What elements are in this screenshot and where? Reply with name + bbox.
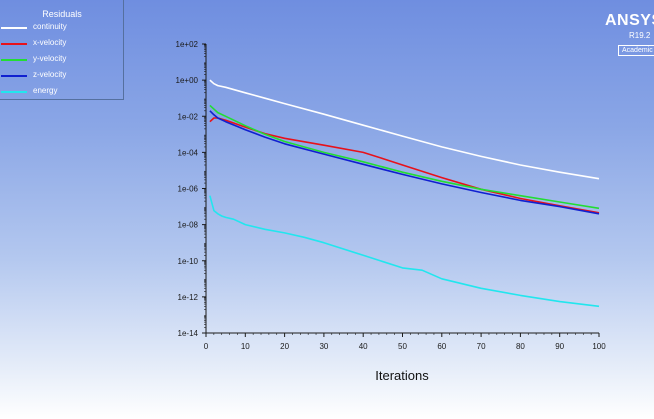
series-line-continuity bbox=[209, 79, 600, 180]
legend-label-energy: energy bbox=[33, 86, 58, 95]
y-tick-label: 1e-04 bbox=[178, 148, 199, 157]
x-tick-label: 70 bbox=[477, 342, 486, 351]
x-axis-title: Iterations bbox=[375, 368, 429, 383]
legend-item-z-velocity: z-velocity bbox=[0, 70, 124, 81]
legend-label-continuity: continuity bbox=[33, 22, 67, 31]
series-lines bbox=[209, 79, 600, 308]
legend-swatch-y-velocity bbox=[1, 59, 27, 61]
legend-item-x-velocity: x-velocity bbox=[0, 38, 124, 49]
x-tick-label: 10 bbox=[241, 342, 250, 351]
x-tick-label: 100 bbox=[592, 342, 606, 351]
y-tick-label: 1e-02 bbox=[178, 112, 199, 121]
legend: Residuals continuity x-velocity y-veloci… bbox=[0, 0, 124, 100]
series-line-y-velocity bbox=[209, 104, 600, 210]
legend-label-x-velocity: x-velocity bbox=[33, 38, 67, 47]
series-line-z-velocity bbox=[209, 110, 600, 215]
ansys-logo: ANSYS bbox=[605, 12, 654, 29]
legend-label-z-velocity: z-velocity bbox=[33, 70, 67, 79]
x-tick-label: 90 bbox=[555, 342, 564, 351]
y-tick-label: 1e-10 bbox=[178, 257, 199, 266]
x-tick-label: 20 bbox=[280, 342, 289, 351]
legend-swatch-z-velocity bbox=[1, 75, 27, 77]
x-tick-label: 40 bbox=[359, 342, 368, 351]
legend-label-y-velocity: y-velocity bbox=[33, 54, 67, 63]
y-tick-label: 1e-06 bbox=[178, 185, 199, 194]
x-tick-label: 30 bbox=[319, 342, 328, 351]
ansys-edition-badge: Academic bbox=[618, 45, 654, 56]
legend-swatch-energy bbox=[1, 91, 27, 93]
x-tick-label: 50 bbox=[398, 342, 407, 351]
y-tick-label: 1e+00 bbox=[176, 76, 199, 85]
x-tick-label: 0 bbox=[204, 342, 209, 351]
axis-ticks: 1e+02 1e+00 1e-02 1e-04 1e-06 1e-08 1e-10 1e-12… bbox=[176, 40, 607, 351]
legend-title: Residuals bbox=[42, 9, 82, 19]
y-tick-label: 1e-12 bbox=[178, 293, 199, 302]
y-tick-label: 1e-08 bbox=[178, 221, 199, 230]
y-tick-label: 1e+02 bbox=[176, 40, 199, 49]
legend-item-continuity: continuity bbox=[0, 22, 124, 33]
legend-swatch-continuity bbox=[1, 27, 27, 29]
legend-item-energy: energy bbox=[0, 86, 124, 97]
x-tick-label: 60 bbox=[437, 342, 446, 351]
legend-item-y-velocity: y-velocity bbox=[0, 54, 124, 65]
x-tick-label: 80 bbox=[516, 342, 525, 351]
legend-swatch-x-velocity bbox=[1, 43, 27, 45]
chart-axes bbox=[205, 44, 599, 334]
series-line-energy bbox=[209, 195, 600, 308]
y-tick-label: 1e-14 bbox=[178, 329, 199, 338]
ansys-version: R19.2 bbox=[629, 31, 651, 40]
